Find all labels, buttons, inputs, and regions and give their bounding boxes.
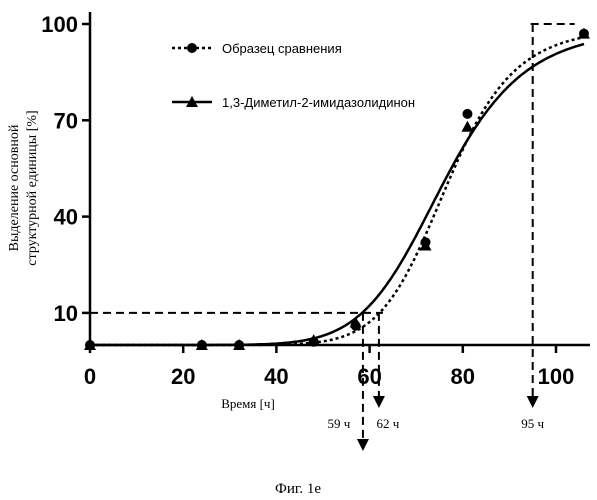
y-tick-label-70: 70 [54, 108, 78, 133]
tick-marks [82, 24, 556, 353]
y-axis-label-line1: Выделение основной [7, 124, 22, 251]
x-tick-label-60: 60 [357, 364, 381, 389]
annotation-labels: 59 ч 62 ч 95 ч [328, 416, 545, 431]
tick-labels: 0 20 40 60 80 100 10 40 70 100 [41, 12, 574, 389]
legend-label-reference: Образец сравнения [222, 41, 342, 56]
legend-label-dmi: 1,3-Диметил-2-имидазолидинон [222, 95, 415, 110]
x-axis-label: Время [ч] [221, 396, 275, 411]
series-curves [90, 37, 584, 345]
x-tick-label-100: 100 [538, 364, 575, 389]
y-tick-label-10: 10 [54, 301, 78, 326]
annotation-label-0: 59 ч [328, 416, 351, 431]
point-s0-6 [462, 109, 472, 119]
y-tick-label-100: 100 [41, 12, 78, 37]
y-axis-label-line2: структурной единицы [%] [25, 110, 40, 265]
series-markers [84, 28, 590, 350]
arrow-head-1 [373, 396, 385, 408]
series-line-1 [90, 44, 584, 345]
guide-lines [90, 24, 575, 451]
legend-marker-circle [187, 43, 197, 53]
x-tick-label-40: 40 [264, 364, 288, 389]
x-tick-label-20: 20 [171, 364, 195, 389]
annotation-label-2: 95 ч [521, 416, 544, 431]
x-tick-label-80: 80 [451, 364, 475, 389]
arrow-head-0 [357, 439, 369, 451]
figure-caption: Фиг. 1е [275, 481, 321, 497]
y-tick-label-40: 40 [54, 205, 78, 230]
legend: Образец сравнения 1,3-Диметил-2-имидазол… [172, 41, 415, 110]
point-s1-6 [461, 121, 473, 132]
annotation-label-1: 62 ч [377, 416, 400, 431]
y-axis-label: Выделение основной структурной единицы [… [7, 110, 40, 265]
x-tick-label-0: 0 [84, 364, 96, 389]
arrow-head-2 [527, 396, 539, 408]
